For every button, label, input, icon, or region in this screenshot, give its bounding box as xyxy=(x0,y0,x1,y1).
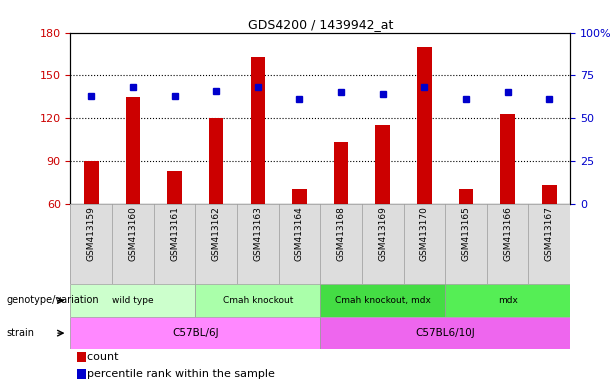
Bar xyxy=(126,97,140,204)
Bar xyxy=(375,125,390,204)
Text: GSM413164: GSM413164 xyxy=(295,206,304,261)
Bar xyxy=(251,57,265,204)
Bar xyxy=(77,352,86,362)
Text: GSM413167: GSM413167 xyxy=(545,206,554,261)
Text: wild type: wild type xyxy=(112,296,154,305)
Text: strain: strain xyxy=(6,328,34,338)
Bar xyxy=(292,189,306,204)
Text: GSM413159: GSM413159 xyxy=(87,206,96,261)
Bar xyxy=(77,369,86,379)
Title: GDS4200 / 1439942_at: GDS4200 / 1439942_at xyxy=(248,18,393,31)
Bar xyxy=(196,284,320,317)
Bar xyxy=(209,118,224,204)
Bar xyxy=(320,317,570,349)
Bar xyxy=(445,284,570,317)
Text: GSM413161: GSM413161 xyxy=(170,206,179,261)
Bar xyxy=(320,284,445,317)
Text: mdx: mdx xyxy=(498,296,517,305)
Text: GSM413163: GSM413163 xyxy=(253,206,262,261)
Bar xyxy=(500,114,515,204)
Text: GSM413166: GSM413166 xyxy=(503,206,512,261)
Text: C57BL/6J: C57BL/6J xyxy=(172,328,219,338)
Text: GSM413165: GSM413165 xyxy=(462,206,471,261)
Text: count: count xyxy=(80,352,118,362)
Text: percentile rank within the sample: percentile rank within the sample xyxy=(80,369,275,379)
Bar xyxy=(459,189,473,204)
Bar xyxy=(70,317,320,349)
Text: C57BL6/10J: C57BL6/10J xyxy=(416,328,475,338)
Text: GSM413170: GSM413170 xyxy=(420,206,429,261)
Bar xyxy=(417,47,432,204)
Text: GSM413169: GSM413169 xyxy=(378,206,387,261)
Text: Cmah knockout: Cmah knockout xyxy=(223,296,293,305)
Text: GSM413162: GSM413162 xyxy=(211,206,221,261)
Text: GSM413160: GSM413160 xyxy=(129,206,137,261)
Bar xyxy=(167,171,182,204)
Bar xyxy=(334,142,348,204)
Text: Cmah knockout, mdx: Cmah knockout, mdx xyxy=(335,296,431,305)
Bar xyxy=(542,185,557,204)
Text: GSM413168: GSM413168 xyxy=(337,206,346,261)
Bar xyxy=(84,161,99,204)
Text: genotype/variation: genotype/variation xyxy=(6,295,99,306)
Bar xyxy=(70,284,196,317)
